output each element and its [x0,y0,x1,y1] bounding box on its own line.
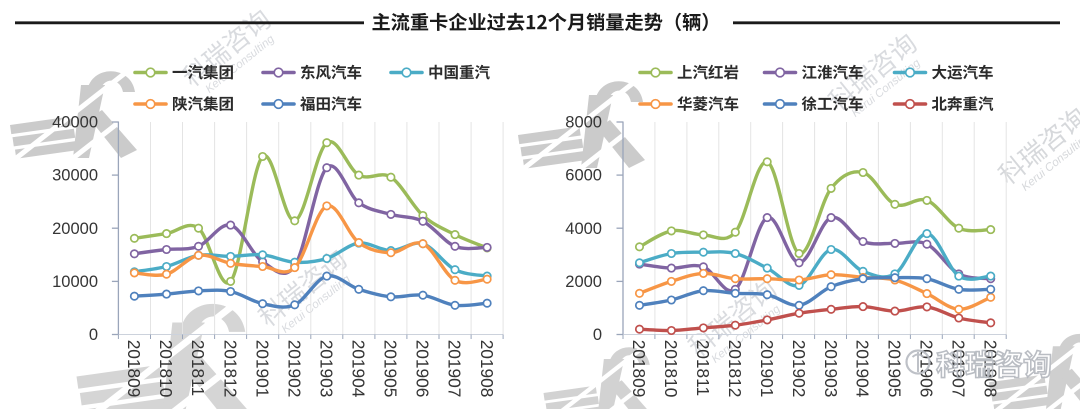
svg-text:201905: 201905 [885,340,905,398]
svg-text:201812: 201812 [725,340,745,398]
svg-text:201903: 201903 [821,340,841,398]
svg-text:201907: 201907 [445,340,465,398]
svg-text:201901: 201901 [252,340,272,398]
svg-text:201811: 201811 [693,340,713,396]
svg-text:201901: 201901 [757,340,777,398]
svg-text:30000: 30000 [52,167,98,185]
svg-text:4000: 4000 [565,220,602,238]
svg-text:10000: 10000 [52,273,98,291]
svg-text:20000: 20000 [52,220,98,238]
svg-text:201902: 201902 [789,340,809,398]
svg-text:8000: 8000 [565,114,602,132]
svg-text:201810: 201810 [156,340,176,398]
svg-text:201811: 201811 [188,340,208,396]
svg-text:6000: 6000 [565,167,602,185]
svg-text:201904: 201904 [349,340,369,398]
svg-text:201809: 201809 [629,340,649,398]
svg-text:40000: 40000 [52,114,98,132]
svg-text:2000: 2000 [565,273,602,291]
svg-text:0: 0 [593,326,602,344]
svg-text:201905: 201905 [381,340,401,398]
svg-text:201810: 201810 [661,340,681,398]
svg-text:201903: 201903 [317,340,337,398]
svg-text:201902: 201902 [284,340,304,398]
svg-text:201904: 201904 [853,340,873,398]
svg-text:201906: 201906 [413,340,433,398]
svg-text:201908: 201908 [477,340,497,398]
svg-text:201809: 201809 [124,340,144,398]
svg-text:0: 0 [89,326,98,344]
svg-text:201812: 201812 [220,340,240,398]
